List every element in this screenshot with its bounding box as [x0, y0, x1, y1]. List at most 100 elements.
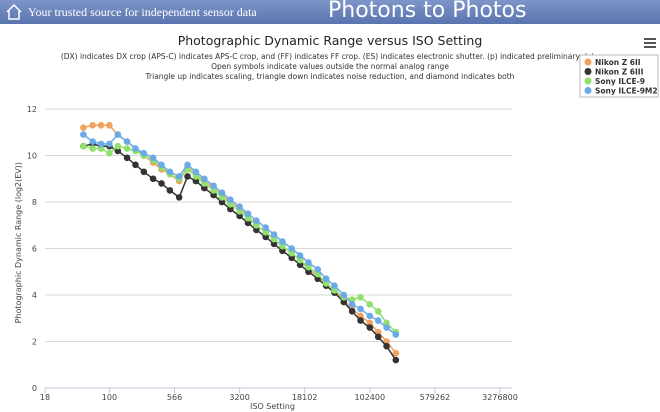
chart-title: Photographic Dynamic Range versus ISO Se… [178, 33, 483, 48]
data-point [184, 161, 191, 169]
home-icon[interactable] [5, 3, 23, 21]
menu-icon[interactable] [644, 38, 656, 48]
data-point [200, 180, 208, 187]
data-point [331, 287, 338, 294]
data-point [132, 161, 139, 169]
data-point [348, 301, 356, 308]
data-point [253, 226, 260, 234]
legend-marker [584, 77, 592, 85]
data-point [383, 324, 390, 331]
data-point [106, 121, 113, 129]
data-point [244, 214, 252, 222]
data-point [340, 291, 348, 299]
data-point [270, 235, 278, 243]
data-point [210, 182, 217, 190]
data-point [366, 301, 374, 308]
data-point [192, 177, 200, 185]
data-point [227, 196, 234, 203]
chart-subtitle: Open symbols indicate values outside the… [211, 62, 449, 71]
data-point [270, 240, 278, 248]
data-point [357, 312, 364, 320]
data-point [279, 247, 286, 255]
y-tick-label: 4 [32, 291, 37, 300]
data-point [366, 324, 374, 331]
data-point [166, 168, 174, 176]
data-point [288, 249, 295, 257]
y-axis-label: Photographic Dynamic Range (log2(EV)) [14, 162, 23, 323]
legend-label: Sony ILCE-9M2 [595, 87, 658, 96]
legend-marker [584, 58, 592, 66]
x-tick-label: 18102 [292, 393, 317, 402]
chart-subtitle: Triangle up indicates scaling, triangle … [145, 72, 515, 81]
data-point [89, 145, 96, 152]
data-point [175, 194, 183, 201]
data-point [106, 149, 113, 157]
data-point [314, 270, 322, 278]
chart: Photographic Dynamic Range versus ISO Se… [14, 33, 659, 411]
data-point [192, 168, 200, 176]
data-point [244, 219, 252, 227]
x-axis-label: ISO Setting [250, 402, 295, 411]
data-point [175, 173, 183, 180]
data-point [357, 317, 364, 324]
data-point [149, 175, 157, 183]
data-point [123, 138, 131, 145]
site-title: Photons to Photos [328, 0, 527, 23]
data-point [392, 356, 400, 364]
x-tick-label: 102400 [355, 393, 386, 402]
data-point [383, 319, 390, 327]
data-point [158, 180, 165, 187]
data-point [184, 173, 191, 180]
x-tick-label: 579262 [420, 393, 451, 402]
data-point [218, 194, 226, 201]
data-point [236, 208, 243, 215]
data-point [200, 184, 208, 192]
y-tick-label: 10 [27, 152, 37, 161]
data-point [340, 298, 348, 306]
data-point [227, 201, 234, 208]
legend-label: Nikon Z 6III [595, 68, 644, 77]
data-point [149, 154, 157, 162]
data-point [97, 140, 105, 148]
data-point [322, 275, 330, 283]
data-point [140, 168, 148, 176]
data-point [132, 145, 139, 152]
data-point [296, 261, 304, 269]
data-point [322, 280, 330, 287]
data-point [244, 210, 252, 217]
data-point [106, 140, 113, 148]
data-point [262, 233, 269, 241]
data-point [305, 259, 312, 266]
data-point [218, 198, 226, 206]
data-point [305, 263, 312, 271]
data-point [288, 254, 295, 262]
data-point [366, 312, 374, 320]
data-point [80, 142, 87, 150]
data-point [314, 266, 322, 273]
data-point [166, 187, 174, 194]
data-point [288, 245, 295, 252]
data-point [114, 131, 122, 138]
data-point [200, 175, 208, 183]
series-line [83, 143, 397, 361]
data-point [279, 238, 286, 245]
data-point [89, 138, 96, 145]
data-point [236, 212, 243, 220]
y-tick-label: 6 [32, 245, 37, 254]
x-tick-label: 18 [40, 393, 50, 402]
x-tick-label: 100 [102, 393, 117, 402]
legend-label: Sony ILCE-9 [595, 77, 645, 86]
data-point [227, 205, 234, 213]
data-point [357, 294, 364, 301]
legend-marker [584, 87, 592, 94]
data-point [374, 333, 382, 341]
x-tick-label: 566 [167, 393, 182, 402]
data-point [192, 173, 200, 180]
y-tick-label: 2 [32, 338, 37, 347]
data-point [348, 296, 356, 303]
data-point [279, 242, 286, 250]
data-point [114, 147, 122, 155]
data-point [158, 161, 165, 169]
